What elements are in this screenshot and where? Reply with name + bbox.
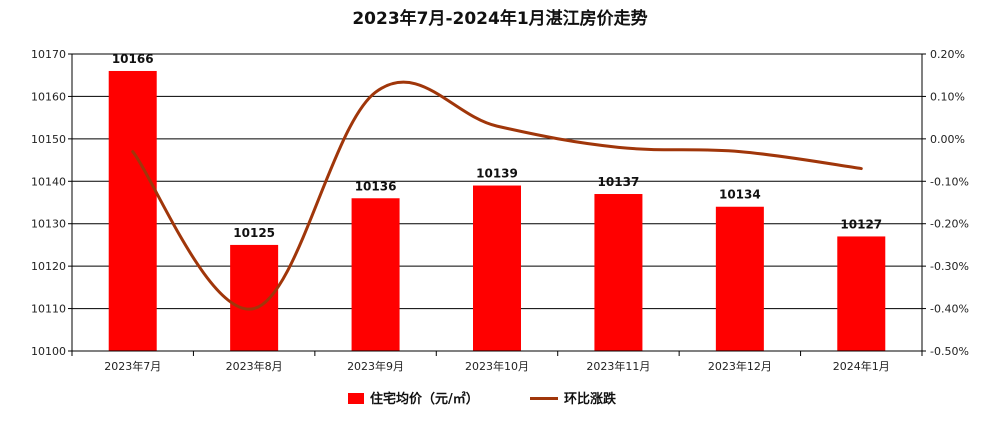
y-right-tick-label: -0.20% [930,218,969,231]
bar [473,185,521,351]
bar [594,194,643,351]
legend-label-bar: 住宅均价（元/㎡） [370,391,479,407]
line-series [131,80,863,311]
bar-value-label: 10139 [476,167,518,181]
y-right-tick-label: 0.00% [930,133,965,146]
y-right-tick-label: 0.20% [930,48,965,61]
y-right-tick-label: -0.40% [930,303,969,316]
y-left-tick-label: 10130 [31,218,66,231]
y-left-tick-label: 10100 [31,345,66,358]
y-left-tick-label: 10110 [31,303,66,316]
bar-value-label: 10166 [112,52,154,66]
y-left-tick-label: 10170 [31,48,66,61]
axes: 10170 0.20% 10160 0.10% 10150 0.00% 10140 -0.10… [31,48,969,373]
bar [351,198,400,351]
bar-value-label: 10125 [233,226,275,240]
legend-swatch-bar [348,393,364,404]
data-labels: 10166 10125 10136 10139 10137 10134 10127 [112,52,882,240]
chart-title: 2023年7月-2024年1月湛江房价走势 [352,8,647,29]
x-tick-label: 2023年12月 [708,359,772,373]
bar [837,236,886,351]
x-tick-label: 2023年7月 [104,359,161,373]
bar-value-label: 10136 [355,179,397,193]
bar [108,70,157,351]
bar-value-label: 10134 [719,188,761,202]
y-left-tick-label: 10120 [31,260,66,273]
bar-value-label: 10137 [598,175,640,189]
x-tick-label: 2024年1月 [833,359,890,373]
bar [715,206,764,351]
x-tick-label: 2023年8月 [226,359,283,373]
x-tick-label: 2023年9月 [347,359,404,373]
x-tick-label: 2023年11月 [586,359,650,373]
y-left-tick-label: 10150 [31,133,66,146]
legend: 住宅均价（元/㎡） 环比涨跌 [348,391,617,407]
x-tick-label: 2023年10月 [465,359,529,373]
bar-value-label: 10127 [840,217,882,231]
y-right-tick-label: -0.50% [930,345,969,358]
y-left-tick-label: 10140 [31,175,66,188]
y-left-tick-label: 10160 [31,90,66,103]
line-path [131,80,863,311]
y-right-tick-label: 0.10% [930,90,965,103]
legend-label-line: 环比涨跌 [564,391,617,407]
y-right-tick-label: -0.30% [930,260,969,273]
y-right-tick-label: -0.10% [930,175,969,188]
